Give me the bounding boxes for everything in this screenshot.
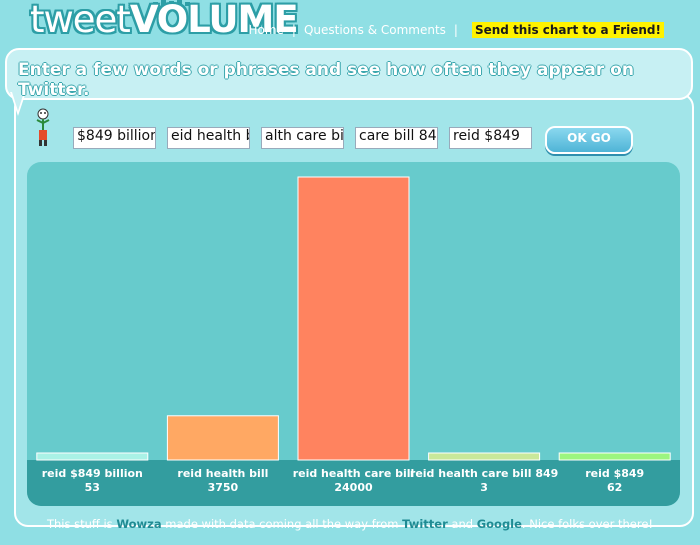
- query-input-5[interactable]: reid $849: [449, 127, 532, 149]
- nav-separator: |: [291, 23, 296, 37]
- footer: This stuff is Wowza made with data comin…: [0, 517, 700, 531]
- chart-bar: [428, 452, 541, 461]
- logo-part-volume: VOLUME: [129, 0, 299, 41]
- footer-text: . Nice folks over there!: [521, 517, 654, 531]
- footer-text: made with data coming all the way from: [165, 517, 399, 531]
- logo-part-tweet: tweet: [30, 0, 131, 41]
- nav-separator: |: [453, 23, 458, 37]
- query-input-2[interactable]: eid health bill: [167, 127, 250, 149]
- bar-value-label: 24000: [334, 481, 373, 494]
- bubble-tail-inner: [12, 92, 24, 111]
- chart-bar: [36, 452, 149, 461]
- bar-value-label: 53: [85, 481, 100, 494]
- query-input-4[interactable]: care bill 849: [355, 127, 438, 149]
- twitter-link[interactable]: Twitter: [402, 517, 448, 531]
- header: tweetVOLUME Home | Questions & Comments …: [0, 0, 700, 48]
- chart-bar: [297, 176, 410, 461]
- ok-go-button[interactable]: OK GO: [545, 126, 633, 154]
- footer-text: and: [451, 517, 474, 531]
- site-logo[interactable]: tweetVOLUME: [30, 0, 299, 41]
- wowza-link[interactable]: Wowza: [116, 517, 162, 531]
- footer-text: This stuff is: [46, 517, 113, 531]
- query-input-3[interactable]: alth care bill: [261, 127, 344, 149]
- google-link[interactable]: Google: [476, 517, 522, 531]
- bar-category-label: reid health care bill: [293, 467, 415, 480]
- top-nav: Home | Questions & Comments | Send this …: [248, 22, 664, 38]
- query-input-1[interactable]: $849 billion: [73, 127, 156, 149]
- bar-category-label: reid health care bill 849: [410, 467, 558, 480]
- bar-category-label: reid $849: [585, 467, 644, 480]
- headline-bubble: [5, 48, 693, 100]
- mascot-icon: [36, 108, 50, 146]
- bar-value-label: 3750: [208, 481, 239, 494]
- chart-bar: [558, 452, 671, 461]
- send-to-friend-link[interactable]: Send this chart to a Friend!: [471, 22, 664, 38]
- nav-questions-link[interactable]: Questions & Comments: [303, 23, 446, 37]
- nav-home-link[interactable]: Home: [248, 23, 284, 37]
- page-headline: Enter a few words or phrases and see how…: [18, 60, 634, 100]
- bar-value-label: 62: [607, 481, 622, 494]
- bar-category-label: reid health bill: [177, 467, 268, 480]
- label-band: [27, 460, 680, 506]
- bar-chart: reid $849 billion 53 reid health bill 3750 r…: [27, 162, 680, 506]
- chart-bar: [166, 415, 279, 461]
- logo-bars-icon: [153, 0, 198, 6]
- bar-value-label: 3: [480, 481, 488, 494]
- bar-category-label: reid $849 billion: [42, 467, 143, 480]
